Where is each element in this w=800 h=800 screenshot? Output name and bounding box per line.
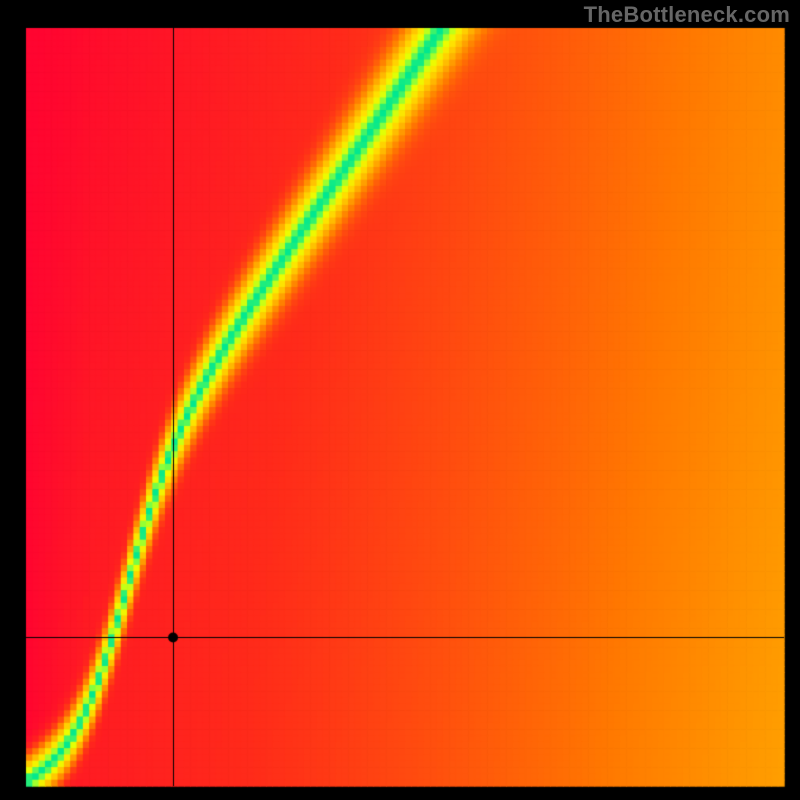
watermark-text: TheBottleneck.com [584,2,790,28]
chart-container: TheBottleneck.com [0,0,800,800]
heatmap-canvas [0,0,800,800]
